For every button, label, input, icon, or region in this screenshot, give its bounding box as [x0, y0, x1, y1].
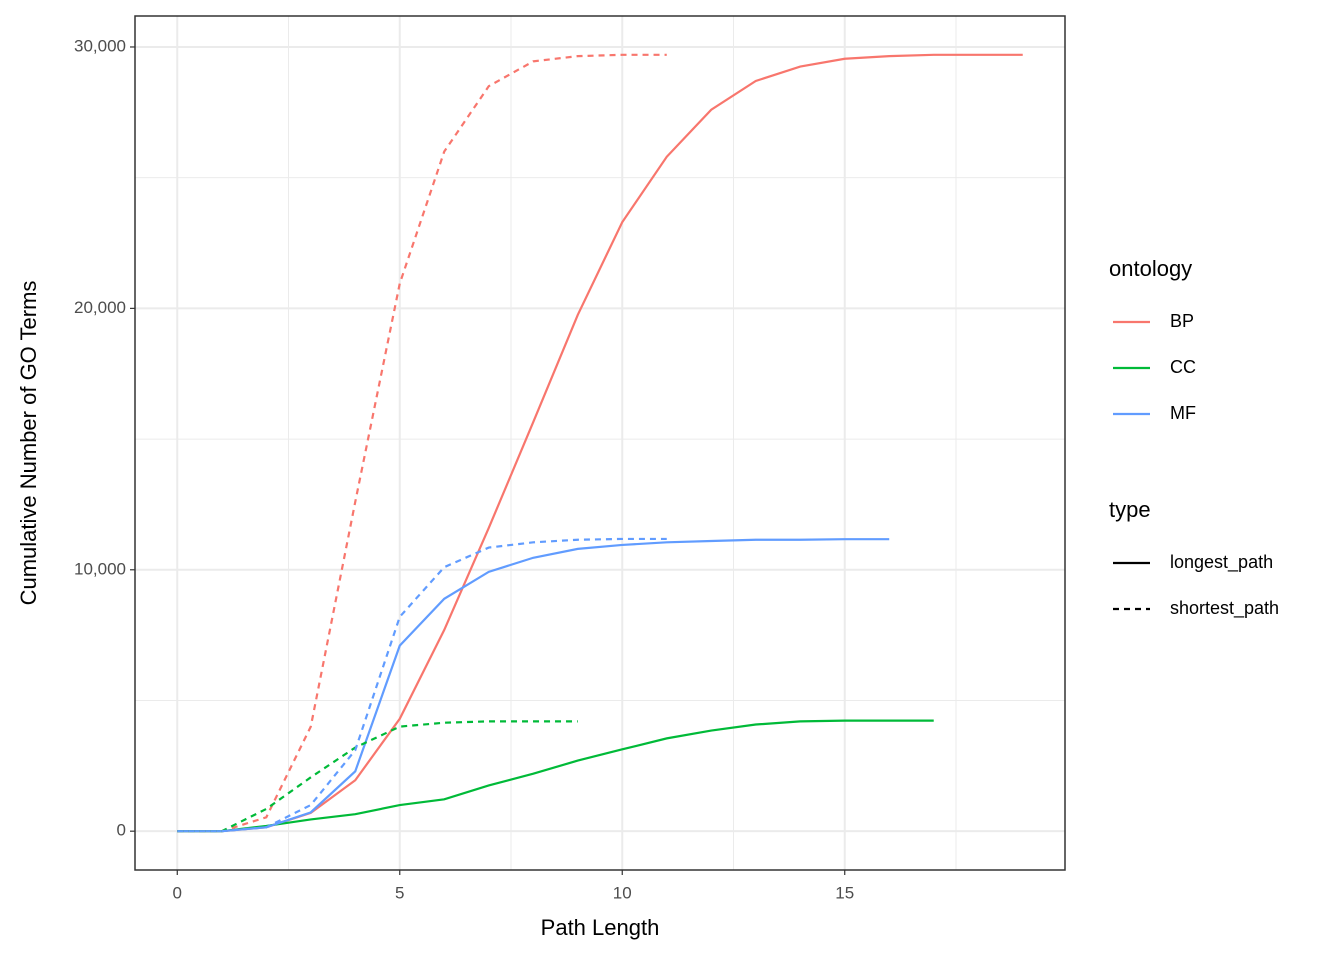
x-tick-label: 0 — [173, 883, 182, 902]
series-line — [177, 537, 667, 833]
y-axis-title: Cumulative Number of GO Terms — [16, 281, 41, 606]
legend-label: CC — [1170, 357, 1196, 377]
legend-label: BP — [1170, 311, 1194, 331]
x-tick-label: 10 — [613, 883, 632, 902]
plot-background — [135, 16, 1065, 870]
series-line — [177, 720, 578, 833]
legend-label: MF — [1170, 403, 1196, 423]
series-line — [177, 538, 890, 833]
legend-label: shortest_path — [1170, 598, 1279, 619]
y-tick-label: 30,000 — [74, 36, 126, 55]
legend-title: ontology — [1109, 256, 1192, 281]
plot-border — [134, 15, 1066, 871]
y-tick-label: 0 — [117, 821, 126, 840]
y-tick-label: 20,000 — [74, 298, 126, 317]
series-line — [177, 53, 1023, 833]
legend-label: longest_path — [1170, 552, 1273, 573]
x-tick-label: 5 — [395, 883, 404, 902]
x-axis-title: Path Length — [541, 915, 660, 940]
y-tick-label: 10,000 — [74, 559, 126, 578]
x-tick-label: 15 — [835, 883, 854, 902]
series-line — [177, 719, 934, 833]
legend-title: type — [1109, 497, 1151, 522]
